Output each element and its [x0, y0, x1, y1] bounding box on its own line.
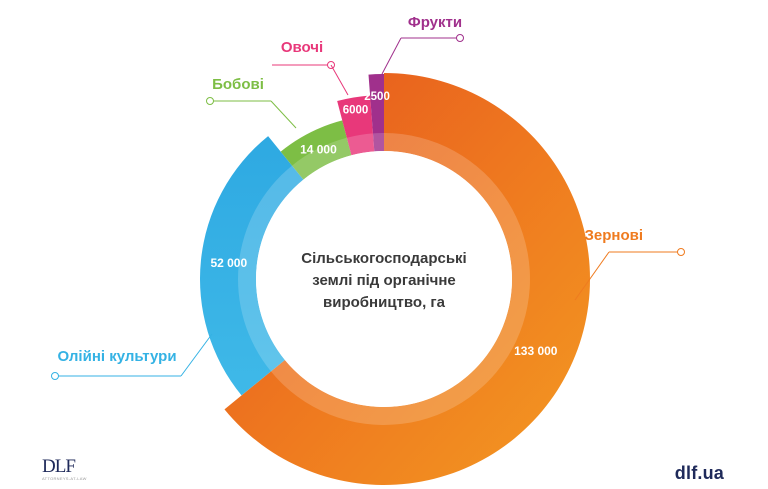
- category-label-1: Олійні культури: [57, 348, 176, 365]
- value-label-2: 14 000: [300, 143, 337, 157]
- center-hole: [256, 151, 512, 407]
- value-label-4: 2500: [364, 91, 390, 103]
- leader-dot-2: [206, 97, 214, 105]
- leader-lines-group: [51, 34, 685, 380]
- leader-dot-0: [677, 248, 685, 256]
- category-label-0: Зернові: [584, 227, 643, 244]
- leader-dot-1: [51, 372, 59, 380]
- slices-group: [199, 73, 590, 485]
- slice-inner-ring-2: [292, 137, 352, 180]
- slice-1: [199, 136, 304, 396]
- center-label-line-1: Сільськогосподарські: [301, 250, 466, 267]
- connector-4: [381, 37, 402, 75]
- category-labels-group: Зернові Олійні культури Бобові Овочі Фрукти: [57, 14, 643, 365]
- dlf-logo: DLF ATTORNEYS-AT-LAW: [42, 457, 102, 483]
- center-label-line-2: землі під органічне: [312, 272, 456, 289]
- slice-2: [280, 120, 352, 180]
- value-label-3: 6000: [343, 104, 369, 116]
- center-label-group: Сільськогосподарські землі під органічне…: [301, 250, 466, 311]
- leader-dot-4: [456, 34, 464, 42]
- connector-2: [270, 100, 297, 129]
- center-label-line-3: виробництво, га: [323, 294, 446, 311]
- connector-1: [180, 333, 213, 377]
- dlf-logo-subtitle: ATTORNEYS-AT-LAW: [42, 476, 87, 481]
- connector-3: [330, 64, 349, 96]
- inner-ring-group: [238, 133, 530, 425]
- connector-0: [574, 251, 610, 301]
- slice-0: [224, 73, 590, 485]
- category-label-2: Бобові: [212, 76, 264, 93]
- slice-inner-ring-0: [270, 133, 530, 425]
- slice-inner-ring-3: [346, 133, 375, 156]
- slice-inner-ring-4: [372, 133, 384, 152]
- value-label-1: 52 000: [210, 256, 247, 270]
- dlf-logo-mark: DLF: [42, 456, 76, 477]
- slice-3: [337, 95, 375, 156]
- site-url: dlf.ua: [674, 463, 724, 483]
- slice-inner-ring-1: [238, 165, 304, 372]
- slice-4: [368, 74, 384, 152]
- value-label-0: 133 000: [514, 344, 558, 358]
- category-label-4: Фрукти: [408, 14, 462, 31]
- category-label-3: Овочі: [281, 39, 323, 56]
